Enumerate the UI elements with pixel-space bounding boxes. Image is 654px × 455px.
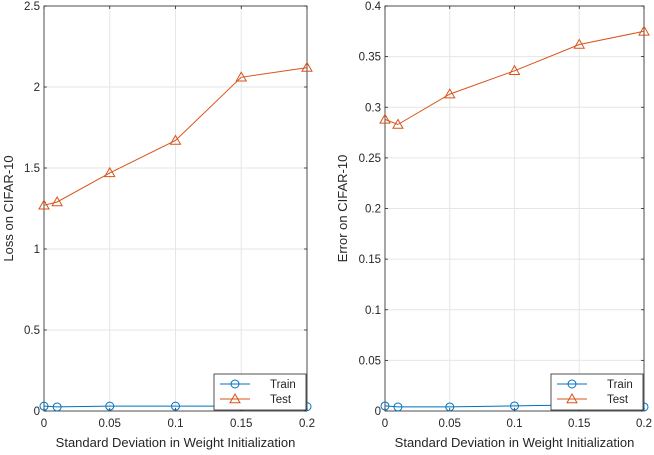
y-axis-label: Loss on CIFAR-10 (1, 155, 16, 261)
data-point-circle (380, 401, 390, 411)
data-point-triangle (392, 118, 404, 129)
data-point-triangle (573, 38, 586, 49)
series-test (379, 25, 650, 129)
data-point-triangle (508, 64, 521, 76)
legend-label: Test (607, 394, 629, 406)
x-tick-label: 0.1 (168, 418, 184, 430)
x-tick-label: 0.05 (439, 418, 461, 430)
data-point-triangle (235, 71, 248, 82)
legend-box (550, 373, 644, 411)
legend-label: Train (607, 379, 633, 391)
x-axis-label: Standard Deviation in Weight Initializat… (395, 435, 635, 450)
data-point-circle (105, 401, 115, 411)
y-tick-label: 0 (375, 406, 381, 418)
y-tick-label: 0.4 (365, 1, 382, 13)
x-tick-label: 0 (41, 418, 47, 430)
x-tick-label: 0.2 (299, 418, 315, 430)
y-tick-label: 0.1 (365, 305, 381, 317)
data-point-triangle (103, 166, 116, 178)
y-axis-label: Error on CIFAR-10 (335, 155, 350, 263)
y-tick-label: 0.5 (24, 325, 40, 337)
data-point-triangle (301, 61, 313, 72)
legend: Train Test (550, 373, 644, 411)
y-tick-label: 0 (34, 406, 40, 418)
data-point-circle (39, 401, 49, 411)
x-tick-label: 0.1 (507, 418, 523, 430)
data-point-circle (171, 401, 180, 411)
data-point-triangle (51, 196, 64, 207)
data-point-circle (445, 402, 455, 412)
legend: Train Test (213, 373, 307, 411)
x-tick-label: 0 (382, 418, 388, 430)
data-point-triangle (379, 113, 391, 124)
legend-marker-triangle (229, 392, 241, 404)
legend-box (213, 373, 307, 411)
y-tick-label: 0.25 (359, 153, 381, 165)
series-test (38, 61, 313, 210)
data-point-circle (510, 401, 519, 411)
chart-panel-1: 0 0.05 0.1 0.15 0.2 0 0.5 1 1.5 2 2.5 Standard Devi… (1, 1, 315, 450)
data-point-triangle (169, 134, 182, 145)
data-point-circle (52, 402, 62, 412)
x-tick-label: 0.2 (636, 418, 652, 430)
legend-marker-triangle (566, 392, 578, 404)
legend-label: Test (270, 394, 292, 406)
legend-label: Train (270, 379, 296, 391)
y-tick-label: 0.35 (359, 52, 381, 64)
chart-panel-2: 0 0.05 0.1 0.15 0.2 0 0.05 0.1 0.15 0.2 0.25 0.3 0.3… (335, 1, 652, 450)
x-tick-label: 0.15 (568, 418, 590, 430)
series-line (43, 67, 308, 206)
y-tick-label: 1 (34, 244, 40, 256)
x-axis-label: Standard Deviation in Weight Initializat… (56, 435, 296, 450)
data-point-triangle (638, 25, 650, 36)
y-tick-label: 1.5 (24, 163, 40, 175)
data-point-triangle (443, 88, 456, 99)
y-tick-label: 0.05 (359, 355, 381, 367)
y-tick-label: 2 (34, 82, 40, 94)
y-tick-label: 0.15 (359, 254, 381, 266)
gridlines (43, 5, 308, 412)
legend-marker-circle (230, 379, 240, 389)
y-tick-label: 2.5 (24, 1, 40, 13)
legend-marker-circle (567, 379, 577, 389)
x-tick-label: 0.05 (99, 418, 121, 430)
x-tick-label: 0.15 (230, 418, 252, 430)
y-tick-label: 0.2 (365, 204, 381, 216)
y-tick-label: 0.3 (365, 102, 381, 114)
data-point-triangle (38, 199, 50, 210)
data-point-circle (393, 402, 403, 412)
